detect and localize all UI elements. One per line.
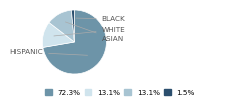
Text: ASIAN: ASIAN (65, 22, 124, 42)
Wedge shape (71, 10, 74, 42)
Text: BLACK: BLACK (76, 16, 125, 22)
Wedge shape (42, 22, 74, 47)
Text: WHITE: WHITE (54, 27, 125, 36)
Wedge shape (49, 10, 74, 42)
Legend: 72.3%, 13.1%, 13.1%, 1.5%: 72.3%, 13.1%, 13.1%, 1.5% (45, 88, 195, 96)
Text: HISPANIC: HISPANIC (9, 49, 88, 55)
Wedge shape (43, 10, 106, 74)
